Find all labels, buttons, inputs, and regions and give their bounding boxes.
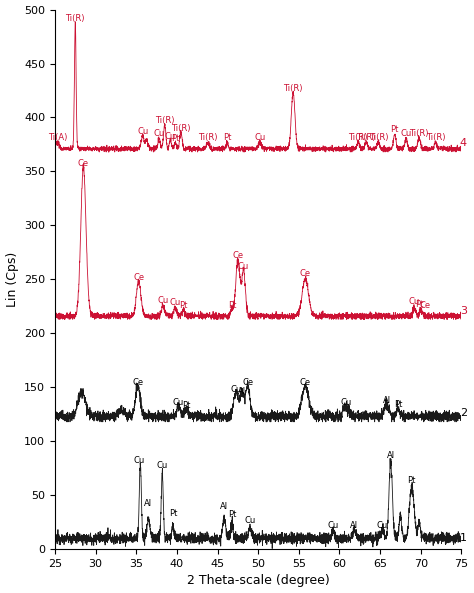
Text: Cu: Cu: [377, 521, 388, 530]
Text: Ti(R): Ti(R): [369, 133, 388, 142]
Text: Ti(A): Ti(A): [48, 133, 68, 142]
X-axis label: 2 Theta-scale (degree): 2 Theta-scale (degree): [187, 575, 329, 588]
Text: Ce: Ce: [300, 378, 311, 387]
Text: Cu: Cu: [254, 133, 265, 142]
Text: Cu: Cu: [154, 129, 164, 138]
Text: Cu: Cu: [238, 262, 249, 271]
Text: Cu: Cu: [137, 127, 148, 136]
Text: Pt: Pt: [408, 477, 416, 486]
Text: Pt: Pt: [223, 133, 231, 142]
Text: Pt: Pt: [394, 400, 402, 409]
Text: Pt: Pt: [391, 125, 399, 133]
Text: Ti(R): Ti(R): [426, 133, 445, 142]
Text: Pt: Pt: [228, 301, 237, 310]
Text: Al: Al: [387, 451, 395, 460]
Text: Ti(R): Ti(R): [65, 14, 85, 23]
Text: Ce: Ce: [232, 251, 244, 260]
Text: Cu: Cu: [245, 517, 255, 525]
Text: Cu: Cu: [134, 456, 145, 465]
Text: Pt: Pt: [415, 299, 423, 308]
Text: Ti(R): Ti(R): [410, 129, 429, 138]
Text: Ti(R): Ti(R): [283, 84, 303, 93]
Text: 3: 3: [460, 305, 467, 315]
Text: Al: Al: [220, 502, 228, 511]
Text: Ti(R): Ti(R): [171, 123, 191, 133]
Text: Ti(R): Ti(R): [198, 133, 218, 142]
Text: Ti(R): Ti(R): [348, 133, 368, 142]
Text: Al: Al: [350, 521, 358, 530]
Text: Cu: Cu: [328, 521, 338, 530]
Text: 1: 1: [460, 533, 467, 543]
Text: Pt: Pt: [171, 135, 180, 144]
Text: Ce: Ce: [242, 378, 253, 387]
Text: Cu: Cu: [409, 297, 420, 307]
Text: Pt: Pt: [228, 510, 237, 519]
Text: Cu: Cu: [156, 461, 168, 470]
Text: Cu: Cu: [157, 296, 169, 305]
Text: Cu: Cu: [401, 129, 412, 138]
Text: Cu: Cu: [340, 398, 352, 407]
Text: Pt: Pt: [179, 301, 188, 310]
Text: 4: 4: [460, 138, 467, 148]
Text: Cu: Cu: [173, 398, 184, 407]
Text: Pt: Pt: [169, 509, 177, 518]
Text: Pt: Pt: [182, 401, 191, 410]
Text: Ce: Ce: [133, 273, 144, 282]
Text: Ti(R): Ti(R): [155, 116, 174, 125]
Text: Ce: Ce: [419, 301, 430, 310]
Text: Ce: Ce: [300, 269, 311, 278]
Text: 2: 2: [460, 408, 467, 418]
Text: Cu: Cu: [170, 298, 181, 307]
Y-axis label: Lin (Cps): Lin (Cps): [6, 252, 18, 307]
Text: Al: Al: [145, 499, 153, 508]
Text: Ce: Ce: [78, 159, 89, 168]
Text: Al: Al: [238, 387, 246, 396]
Text: Ti(R): Ti(R): [356, 133, 376, 142]
Text: Al: Al: [383, 396, 391, 404]
Text: Ce: Ce: [132, 378, 144, 387]
Text: Cu: Cu: [165, 132, 176, 141]
Text: Cu: Cu: [230, 385, 242, 394]
